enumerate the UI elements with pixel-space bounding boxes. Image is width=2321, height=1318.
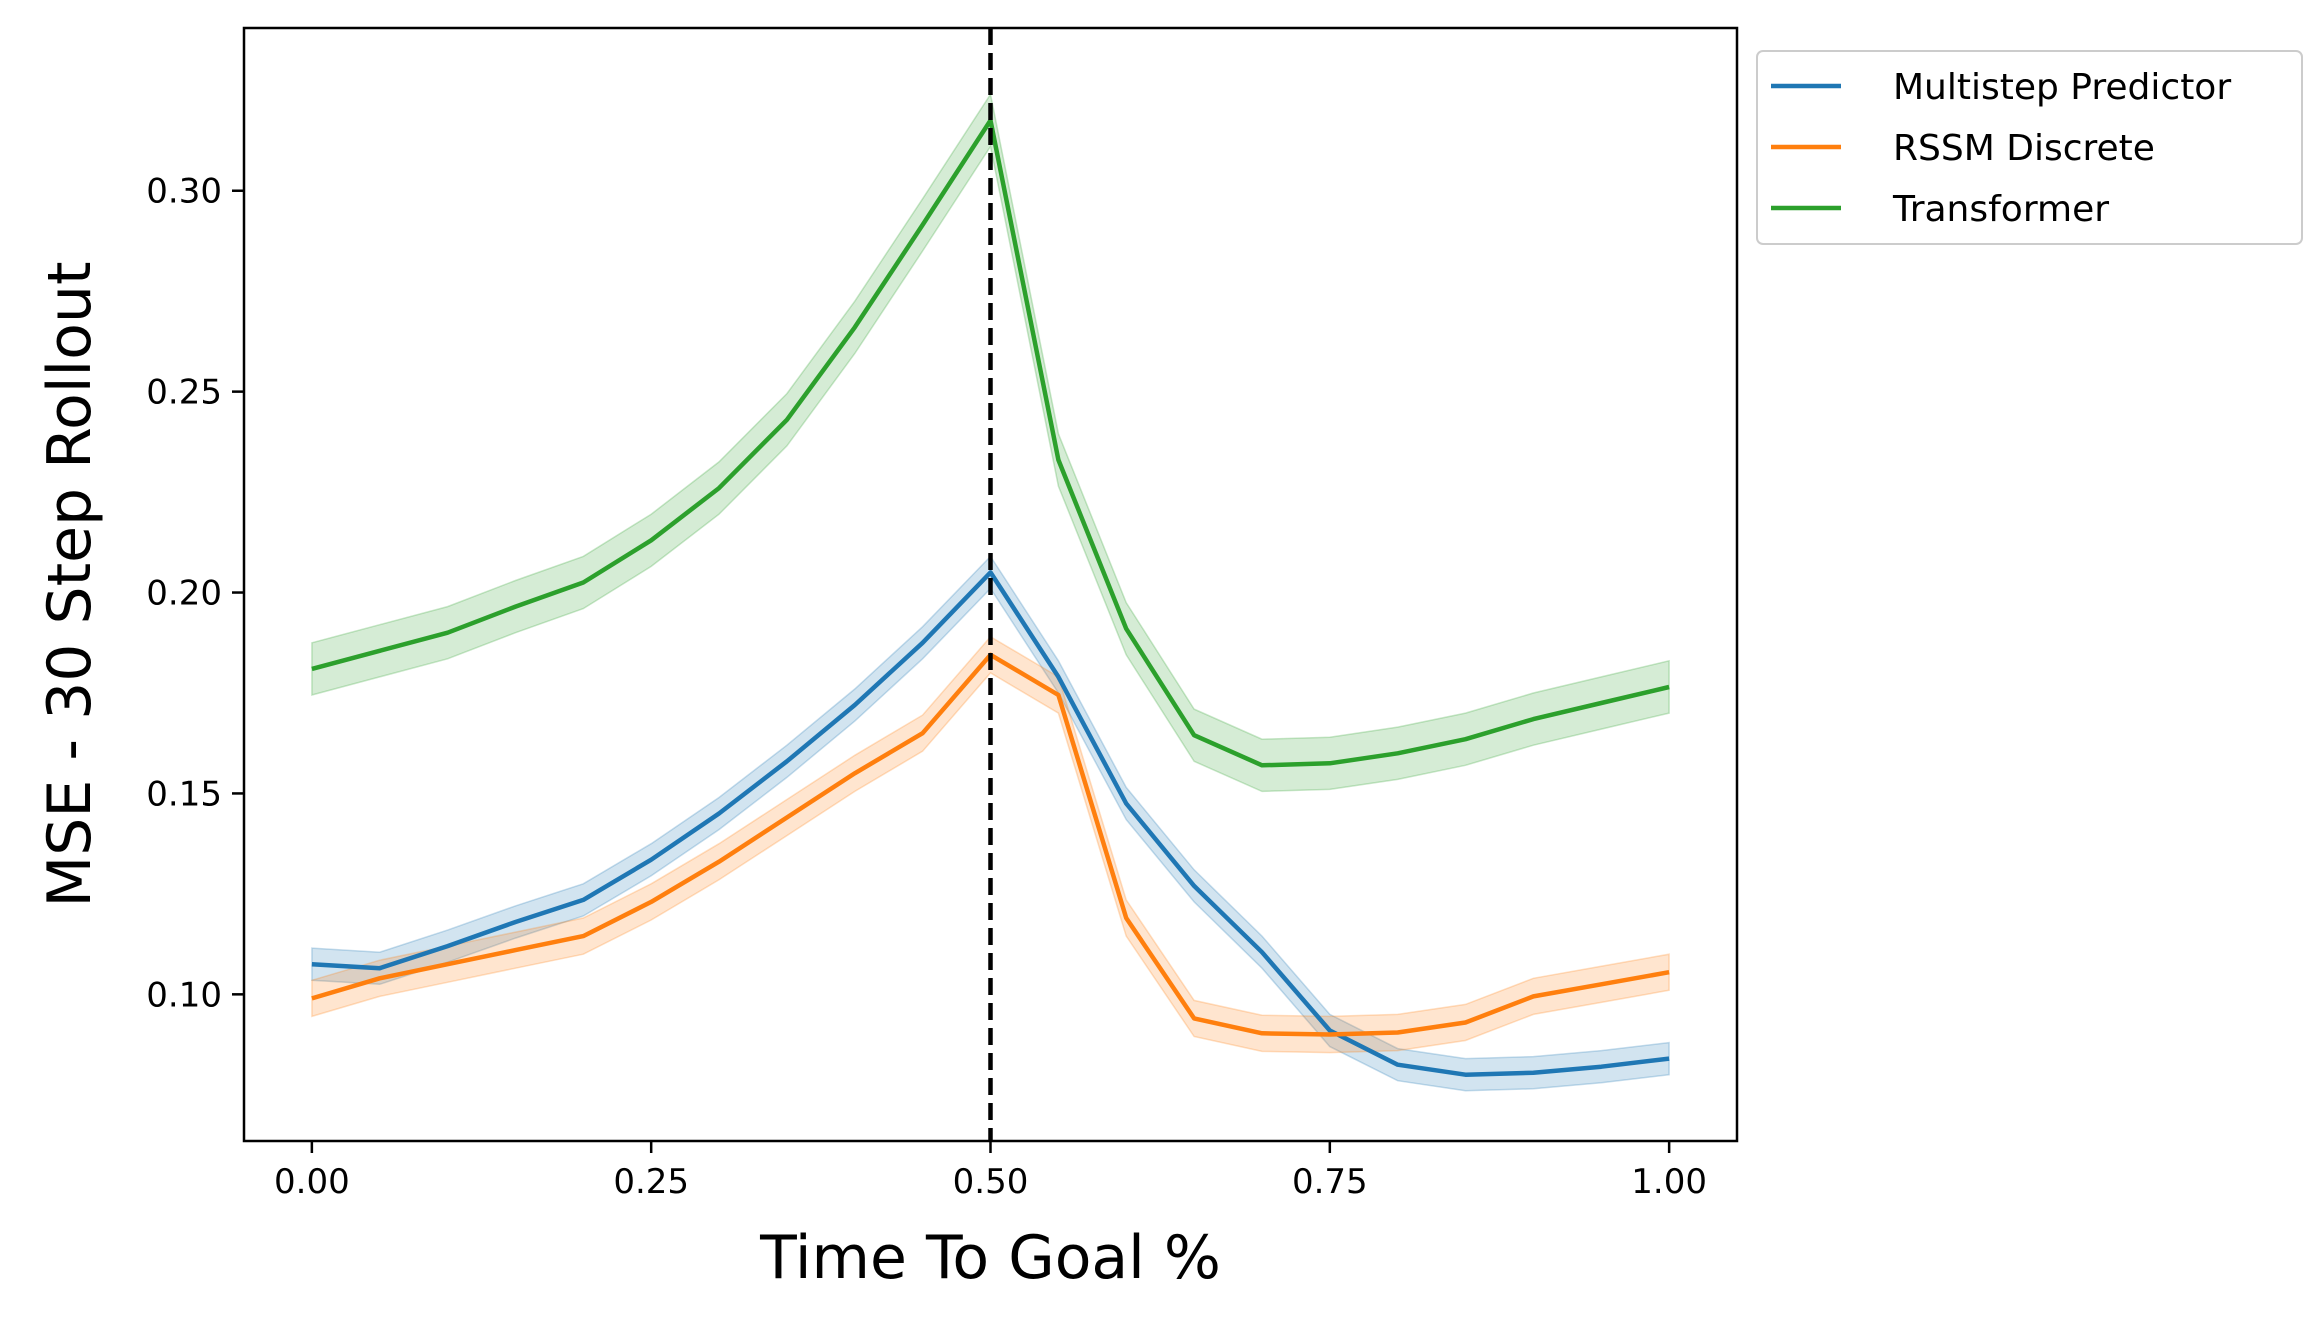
x-tick-label: 0.75 [1292, 1162, 1368, 1202]
x-axis-label: Time To Goal % [759, 1223, 1221, 1293]
x-tick-label: 1.00 [1631, 1162, 1707, 1202]
legend-frame [1756, 50, 2303, 245]
band-0 [311, 555, 1670, 1092]
legend: Multistep Predictor RSSM Discrete Transfor… [1756, 50, 2303, 245]
y-tick-label: 0.15 [146, 774, 222, 814]
legend-label: RSSM Discrete [1893, 128, 2155, 169]
y-tick-label: 0.10 [146, 975, 222, 1015]
y-tick-label: 0.25 [146, 373, 222, 413]
y-axis-label: MSE - 30 Step Rollout [35, 262, 105, 908]
x-axis-ticks: 0.00 0.25 0.50 0.75 1.00 [274, 1141, 1707, 1202]
legend-label: Multistep Predictor [1893, 67, 2231, 108]
x-tick-label: 0.00 [274, 1162, 350, 1202]
y-tick-label: 0.30 [146, 172, 222, 212]
series-line-2 [311, 118, 1670, 768]
legend-label: Transformer [1892, 189, 2109, 230]
x-tick-label: 0.25 [613, 1162, 689, 1202]
confidence-bands [311, 92, 1670, 1092]
y-tick-label: 0.20 [146, 574, 222, 614]
band-1 [311, 635, 1670, 1054]
series-line-0 [311, 570, 1670, 1077]
y-axis-ticks: 0.10 0.15 0.20 0.25 0.30 [146, 172, 244, 1015]
x-tick-label: 0.50 [953, 1162, 1029, 1202]
band-2 [311, 92, 1670, 793]
